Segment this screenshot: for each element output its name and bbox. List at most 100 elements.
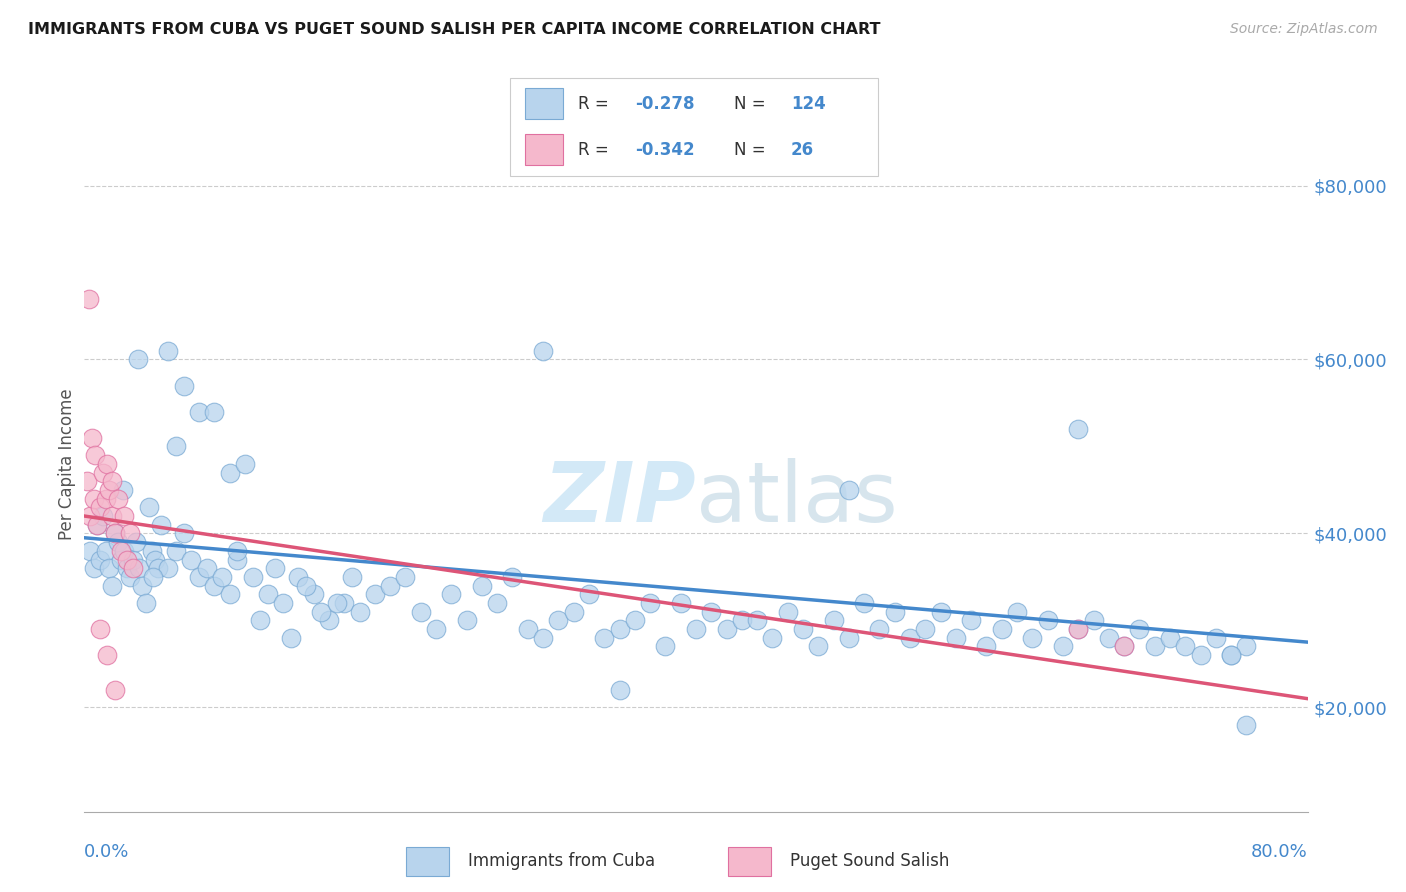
- Point: [409, 605, 432, 619]
- Point: [146, 561, 169, 575]
- Point: [89, 622, 111, 636]
- Point: [593, 631, 616, 645]
- Point: [547, 614, 569, 628]
- Point: [486, 596, 509, 610]
- Point: [83, 491, 105, 506]
- Point: [94, 491, 117, 506]
- Point: [747, 614, 769, 628]
- Point: [141, 543, 163, 558]
- Point: [180, 552, 202, 566]
- Point: [79, 508, 101, 523]
- Point: [1143, 640, 1166, 654]
- Text: 0.0%: 0.0%: [84, 843, 129, 861]
- Point: [838, 483, 860, 497]
- Point: [226, 552, 249, 566]
- Point: [562, 605, 585, 619]
- Point: [654, 640, 676, 654]
- Point: [295, 579, 318, 593]
- Point: [80, 431, 103, 445]
- Point: [1205, 631, 1227, 645]
- Text: -0.278: -0.278: [636, 95, 695, 112]
- Point: [77, 292, 100, 306]
- Point: [1067, 422, 1090, 436]
- Text: Immigrants from Cuba: Immigrants from Cuba: [468, 852, 655, 870]
- Point: [1114, 640, 1136, 654]
- Point: [143, 552, 166, 566]
- Point: [578, 587, 600, 601]
- Point: [638, 596, 661, 610]
- Text: Puget Sound Salish: Puget Sound Salish: [790, 852, 949, 870]
- FancyBboxPatch shape: [526, 88, 562, 119]
- Text: IMMIGRANTS FROM CUBA VS PUGET SOUND SALISH PER CAPITA INCOME CORRELATION CHART: IMMIGRANTS FROM CUBA VS PUGET SOUND SALI…: [28, 22, 880, 37]
- Text: atlas: atlas: [696, 458, 897, 539]
- Point: [1005, 605, 1028, 619]
- Point: [226, 543, 249, 558]
- Point: [425, 622, 447, 636]
- Point: [165, 440, 187, 454]
- Point: [112, 543, 135, 558]
- Point: [188, 570, 211, 584]
- Point: [792, 622, 814, 636]
- Point: [1021, 631, 1043, 645]
- Point: [1067, 622, 1090, 636]
- Y-axis label: Per Capita Income: Per Capita Income: [58, 388, 76, 540]
- Point: [125, 535, 148, 549]
- Point: [110, 552, 132, 566]
- Point: [149, 517, 172, 532]
- Point: [188, 405, 211, 419]
- Point: [700, 605, 723, 619]
- Point: [120, 526, 142, 541]
- Point: [1236, 640, 1258, 654]
- Point: [716, 622, 738, 636]
- Point: [869, 622, 891, 636]
- Text: R =: R =: [578, 95, 614, 112]
- Point: [97, 483, 120, 497]
- Text: 80.0%: 80.0%: [1251, 843, 1308, 861]
- Point: [898, 631, 921, 645]
- Point: [823, 614, 845, 628]
- Point: [280, 631, 302, 645]
- Point: [1098, 631, 1121, 645]
- Point: [394, 570, 416, 584]
- Point: [101, 508, 124, 523]
- Point: [111, 483, 134, 497]
- Point: [142, 570, 165, 584]
- Point: [1220, 648, 1243, 662]
- Point: [96, 648, 118, 662]
- Point: [380, 579, 402, 593]
- Point: [138, 500, 160, 515]
- Point: [471, 579, 494, 593]
- FancyBboxPatch shape: [526, 135, 562, 165]
- Point: [669, 596, 692, 610]
- Point: [91, 466, 114, 480]
- FancyBboxPatch shape: [728, 847, 770, 876]
- Point: [115, 561, 138, 575]
- Point: [311, 605, 333, 619]
- Point: [1052, 640, 1074, 654]
- Point: [202, 579, 225, 593]
- Point: [333, 596, 356, 610]
- Point: [165, 543, 187, 558]
- Point: [685, 622, 707, 636]
- Point: [157, 343, 180, 358]
- Text: Source: ZipAtlas.com: Source: ZipAtlas.com: [1230, 22, 1378, 37]
- Point: [104, 526, 127, 541]
- Text: R =: R =: [578, 141, 614, 159]
- Point: [110, 543, 132, 558]
- Point: [96, 457, 118, 471]
- Text: N =: N =: [734, 141, 776, 159]
- Point: [456, 614, 478, 628]
- Point: [233, 457, 256, 471]
- Point: [112, 508, 135, 523]
- Point: [76, 475, 98, 489]
- Point: [157, 561, 180, 575]
- Point: [609, 683, 631, 698]
- Point: [94, 543, 117, 558]
- Point: [202, 405, 225, 419]
- Point: [302, 587, 325, 601]
- Point: [101, 579, 124, 593]
- Point: [945, 631, 967, 645]
- Point: [218, 466, 240, 480]
- Point: [531, 631, 554, 645]
- Point: [91, 508, 114, 523]
